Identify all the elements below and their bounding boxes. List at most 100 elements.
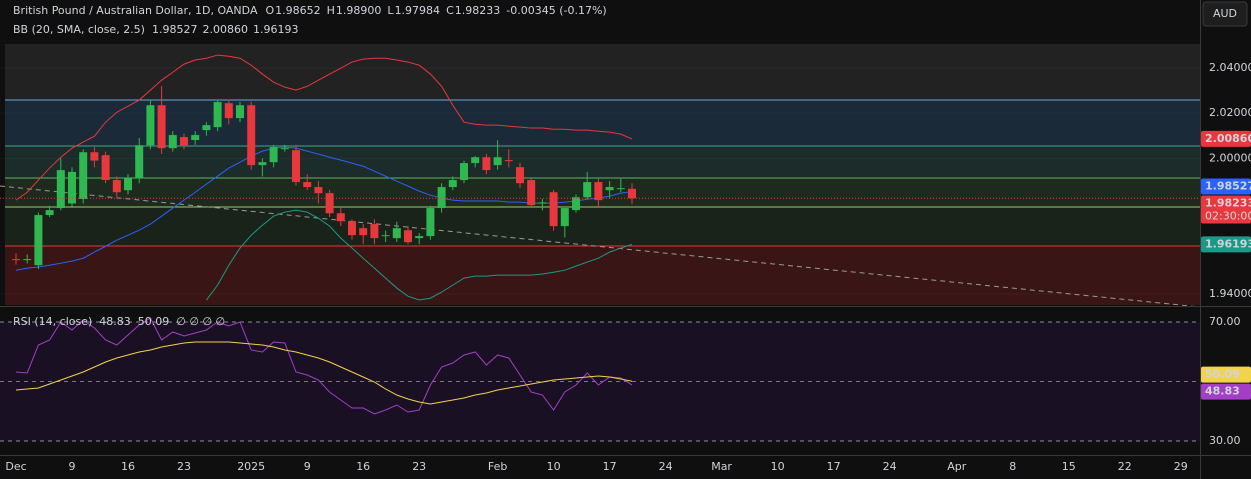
candle-body	[516, 167, 524, 184]
x-tick-label: 17	[603, 460, 617, 473]
countdown: 02:30:00	[1205, 209, 1251, 222]
rsi-title: RSI (14, close)	[13, 315, 92, 328]
candle-body	[303, 182, 312, 188]
candle-body	[112, 180, 121, 193]
x-tick-label: 22	[1118, 460, 1132, 473]
indicator-value: 1.98527	[152, 23, 198, 36]
ohlc-value: 1.98652	[275, 4, 321, 17]
price-tag	[1201, 236, 1251, 253]
x-tick-label: 17	[827, 460, 841, 473]
x-tick-label: 23	[412, 460, 426, 473]
candle-body	[135, 145, 144, 179]
candle-body	[236, 105, 244, 119]
x-tick-label: 2025	[237, 460, 265, 473]
candle-body	[224, 103, 233, 119]
zone	[5, 146, 1200, 178]
candle-body	[101, 155, 110, 181]
currency-button[interactable]	[1202, 1, 1248, 27]
candle-body	[79, 152, 88, 200]
candle-body	[437, 187, 446, 209]
candle-body	[605, 187, 614, 191]
candle-body	[572, 197, 580, 211]
x-tick-label: 8	[1009, 460, 1016, 473]
candle-body	[146, 105, 155, 146]
candle-body	[616, 188, 625, 190]
rsi-value: 50.09	[138, 315, 170, 328]
ohlc-key: C	[446, 4, 454, 17]
rsi-line	[15, 317, 633, 415]
x-tick-label: 9	[69, 460, 76, 473]
price-pane	[0, 54, 1200, 301]
candle-body	[415, 236, 424, 239]
candle-body	[90, 152, 99, 161]
chart-title: British Pound / Australian Dollar, 1D, O…	[13, 4, 258, 17]
y-tick-label: 2.02000	[1209, 106, 1251, 119]
zone	[5, 178, 1200, 207]
ohlc-value: 1.98233	[455, 4, 501, 17]
x-tick-label: 23	[177, 460, 191, 473]
candle-body	[359, 228, 368, 236]
rsi-pane	[0, 317, 1200, 442]
x-tick-label: 29	[1174, 460, 1188, 473]
candle-body	[292, 150, 300, 183]
candle-body	[426, 208, 435, 237]
indicator-label: BB (20, SMA, close, 2.5)	[13, 23, 145, 36]
ohlc-value: 1.97984	[395, 4, 441, 17]
labels: 2.04000 2.02000 2.00000 1.94000 British Poun…	[5, 4, 1251, 473]
indicator-value: 1.96193	[253, 23, 299, 36]
candle-body	[314, 187, 323, 194]
price-tag	[1201, 383, 1251, 400]
price-tag-label: 1.98527	[1205, 179, 1251, 192]
x-tick-label: 10	[771, 460, 785, 473]
price-tag	[1201, 195, 1251, 224]
candle-body	[56, 170, 65, 209]
price-tag-label: 1.96193	[1205, 237, 1251, 250]
change: -0.00345 (-0.17%)	[506, 4, 606, 17]
candle-body	[325, 193, 334, 214]
candle-body	[460, 163, 468, 181]
price-tag-label: 1.98233	[1205, 196, 1251, 209]
price-tag	[1201, 178, 1251, 195]
currency[interactable]: AUD	[1213, 7, 1237, 20]
price-tag	[1201, 366, 1251, 383]
candle-body	[538, 202, 547, 204]
ohlc-value: 1.98900	[336, 4, 382, 17]
candle-body	[504, 160, 513, 162]
x-tick-label: 16	[356, 460, 370, 473]
indicator-value: 2.00860	[202, 23, 248, 36]
candle-body	[23, 259, 32, 261]
price-tag-label: 48.83	[1205, 385, 1240, 398]
candle-body	[124, 178, 132, 191]
candle-body	[448, 180, 457, 188]
candle-body	[471, 157, 480, 164]
candle-body	[594, 182, 603, 201]
rsi-extra: ∅ ∅ ∅ ∅	[176, 315, 225, 328]
y-tick-label: 2.00000	[1209, 151, 1251, 164]
x-tick-label: Mar	[711, 460, 732, 473]
trend-line	[0, 185, 1201, 308]
candle-body	[348, 221, 356, 236]
candle-body	[45, 210, 54, 216]
candle-body	[583, 182, 592, 198]
x-tick-label: 15	[1062, 460, 1076, 473]
x-tick-label: Apr	[947, 460, 967, 473]
x-tick-label: Dec	[5, 460, 26, 473]
candle-body	[392, 228, 401, 239]
candle-body	[549, 192, 558, 227]
candle-body	[180, 137, 188, 146]
band-line	[15, 54, 633, 201]
candle-body	[493, 157, 502, 166]
ohlc-key: O	[265, 4, 274, 17]
ohlc-key: L	[387, 4, 394, 17]
candle-body	[202, 125, 211, 131]
candle-body	[258, 162, 267, 166]
zones	[0, 44, 1201, 308]
candle-body	[157, 105, 166, 149]
price-tag	[1201, 130, 1251, 147]
y-tick-label: 1.94000	[1209, 287, 1251, 300]
y-tick-label: 30.00	[1209, 434, 1241, 447]
candle-body	[527, 180, 536, 206]
candle-body	[247, 105, 256, 166]
